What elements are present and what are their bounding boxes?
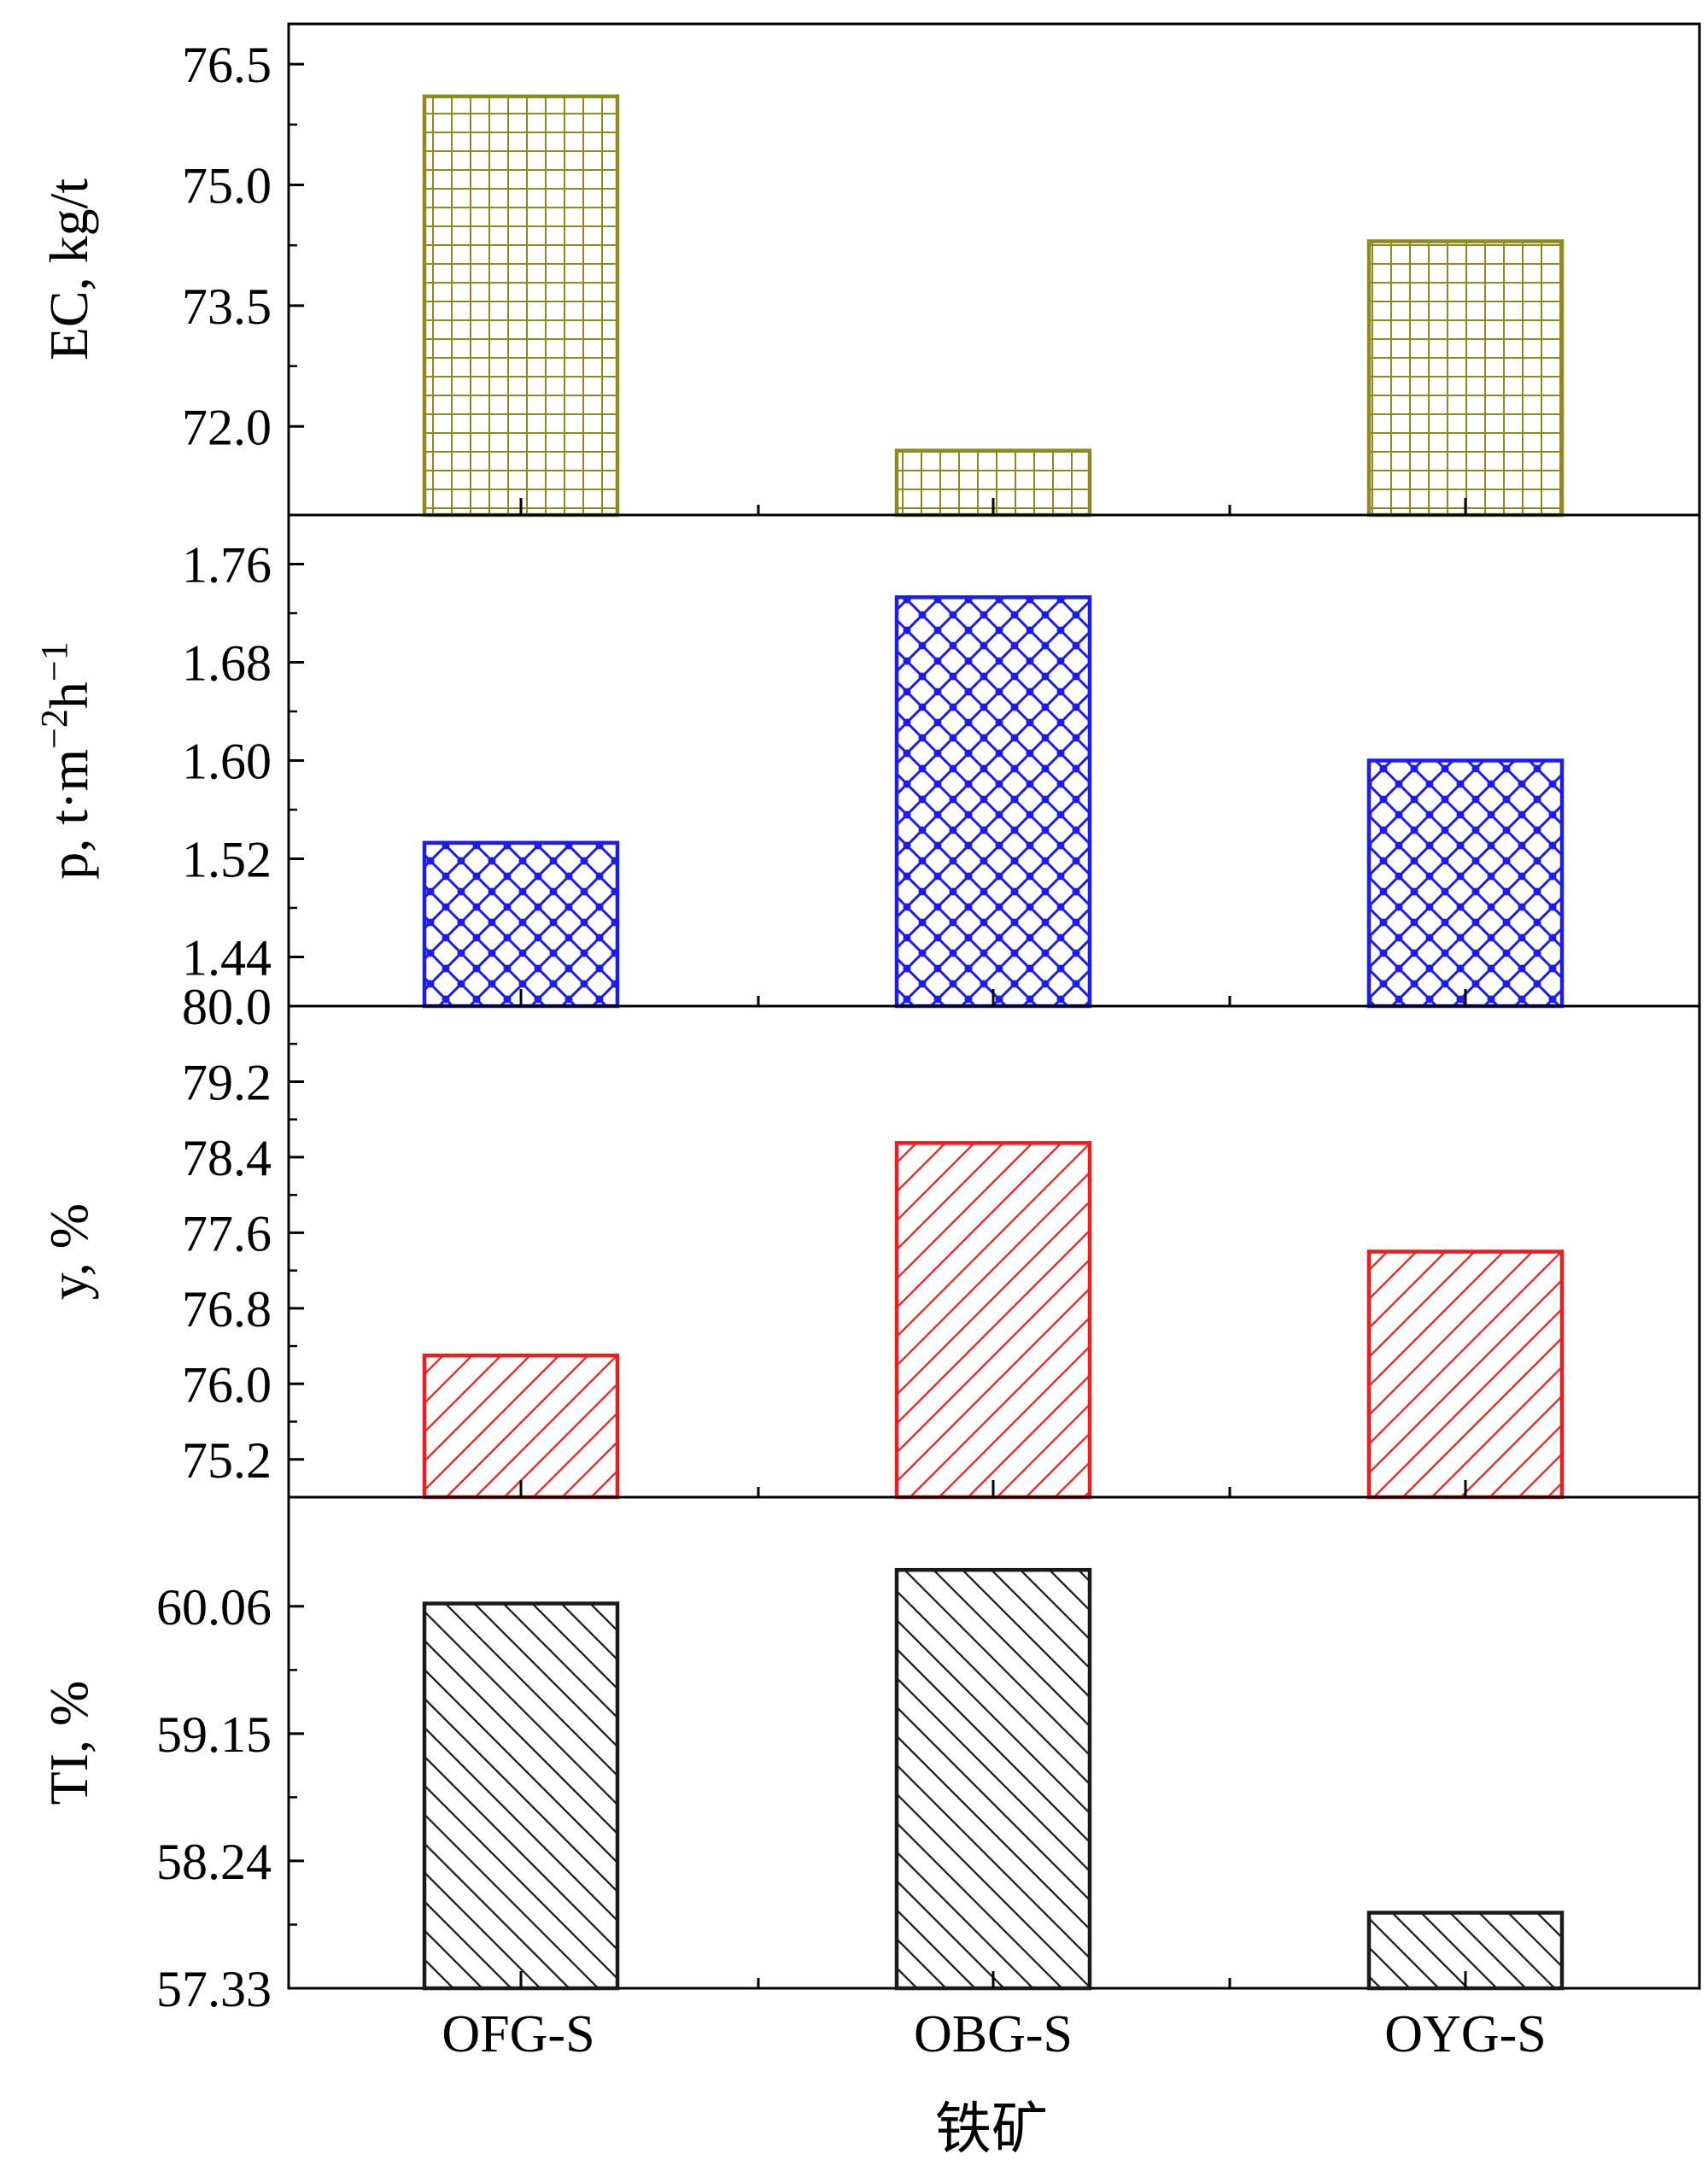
ytick-label-y-2: 78.4 — [182, 1130, 272, 1186]
ytick-label-p-1: 1.68 — [182, 635, 272, 692]
ytick-label-p-3: 1.52 — [182, 832, 272, 888]
panel-y: 80.0 79.2 78.4 77.6 76.8 76.0 75.2 y, % — [38, 979, 1701, 1500]
x-category-label-obg-s: OBG-S — [914, 2005, 1073, 2063]
x-category-label-ofg-s: OFG-S — [442, 2005, 594, 2063]
x-category-label-oyg-s: OYG-S — [1384, 2005, 1546, 2063]
ytick-label-ec-3: 72.0 — [182, 399, 272, 455]
ytick-label-ti-1: 59.15 — [156, 1706, 272, 1763]
ytick-label-y-3: 77.6 — [182, 1205, 272, 1261]
bar-ti-ofg-s — [422, 1601, 620, 1991]
bar-ec-oyg-s — [1366, 239, 1565, 518]
x-axis-title: 铁矿 — [935, 2098, 1048, 2161]
ytick-label-y-0: 80.0 — [182, 979, 272, 1035]
panel-ec: 76.5 75.0 73.5 72.0 EC, kg/t — [38, 22, 1701, 518]
panel-p: 1.76 1.68 1.60 1.52 1.44 p, t·m−2h−1 — [33, 513, 1701, 1009]
bar-y-oyg-s — [1366, 1249, 1565, 1500]
bar-p-oyg-s — [1366, 758, 1565, 1009]
y-axis-title-p: p, t·m−2h−1 — [33, 641, 99, 880]
ytick-label-ec-1: 75.0 — [182, 158, 272, 214]
ytick-label-y-1: 79.2 — [182, 1054, 272, 1110]
ytick-label-ti-2: 58.24 — [156, 1834, 272, 1890]
ytick-label-ec-0: 76.5 — [182, 37, 272, 93]
bar-p-obg-s — [894, 595, 1092, 1009]
ytick-label-ec-2: 73.5 — [182, 278, 272, 335]
bar-p-ofg-s — [422, 840, 620, 1009]
ytick-label-p-4: 1.44 — [182, 930, 272, 986]
bar-y-ofg-s — [422, 1353, 620, 1500]
y-axis-title-y: y, % — [38, 1203, 99, 1300]
bar-ti-obg-s — [894, 1567, 1092, 1991]
bar-ec-ofg-s — [422, 94, 620, 518]
ytick-label-y-5: 76.0 — [182, 1356, 272, 1413]
y-axis-title-ec: EC, kg/t — [38, 178, 99, 361]
x-axis-categories: OFG-S OBG-S OYG-S — [442, 2005, 1546, 2063]
ytick-label-y-6: 75.2 — [182, 1432, 272, 1489]
chart-panels: 76.5 75.0 73.5 72.0 EC, kg/t 1.76 1.68 1.60 1.52… — [33, 22, 1701, 2017]
bar-y-obg-s — [894, 1141, 1092, 1500]
y-axis-title-ti: TI, % — [38, 1681, 99, 1805]
ytick-label-ti-3: 57.33 — [156, 1961, 272, 2017]
ytick-label-p-0: 1.76 — [182, 537, 272, 594]
ytick-label-p-2: 1.60 — [182, 734, 272, 790]
panel-ti: 60.06 59.15 58.24 57.33 TI, % — [38, 1495, 1701, 2017]
ytick-label-y-4: 76.8 — [182, 1281, 272, 1337]
ytick-label-ti-0: 60.06 — [156, 1579, 272, 1636]
